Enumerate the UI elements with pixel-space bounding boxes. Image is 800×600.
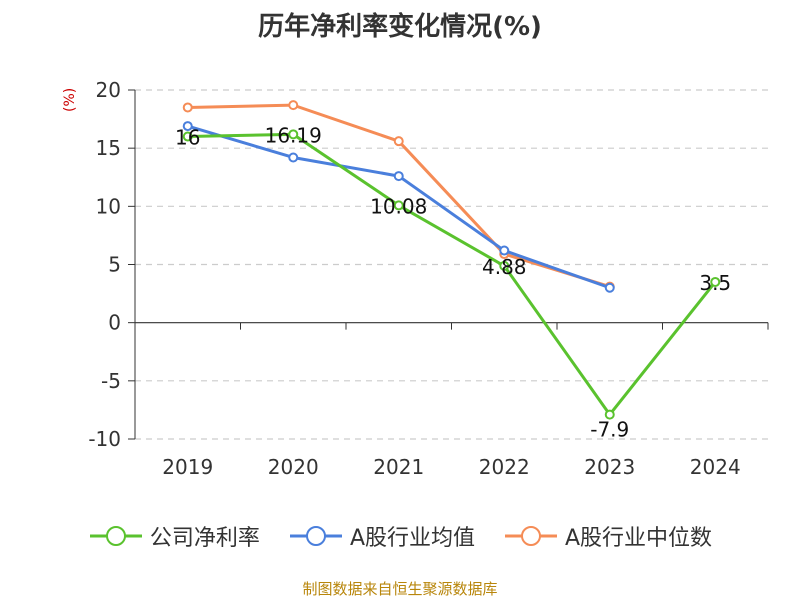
- y-tick-label: 15: [96, 136, 121, 160]
- data-label: -7.9: [590, 418, 629, 442]
- y-tick-label: 5: [108, 253, 121, 277]
- y-tick-label: 0: [108, 311, 121, 335]
- y-tick-label: 20: [96, 78, 121, 102]
- data-label: 3.5: [699, 271, 731, 295]
- data-point: [499, 260, 510, 271]
- data-point: [288, 100, 299, 111]
- data-source-note: 制图数据来自恒生聚源数据库: [302, 580, 498, 598]
- data-label: 4.88: [482, 255, 527, 279]
- data-label: 16.19: [265, 123, 322, 147]
- x-tick-label: 2021: [373, 455, 424, 479]
- line-chart: 20 15 10 5 0 -5 -10 2019 2020 2021 2022 2023 2024 16 1…: [88, 78, 769, 479]
- data-point: [393, 200, 404, 211]
- data-point: [393, 136, 404, 147]
- legend-label: A股行业中位数: [565, 526, 713, 551]
- data-point: [604, 409, 615, 420]
- chart-title: 历年净利率变化情况(%): [258, 12, 542, 42]
- data-point: [499, 245, 510, 256]
- x-tick-label: 2023: [584, 455, 635, 479]
- x-tick-label: 2020: [268, 455, 319, 479]
- series-line: [187, 132, 717, 417]
- x-tick-label: 2022: [479, 455, 530, 479]
- x-tick-label: 2019: [162, 455, 213, 479]
- x-tick-label: 2024: [690, 455, 741, 479]
- y-tick-label: -10: [88, 427, 121, 451]
- legend-label: 公司净利率: [149, 526, 260, 551]
- data-point: [288, 152, 299, 163]
- data-point: [393, 171, 404, 182]
- legend-item-industry-mean[interactable]: A股行业均值: [288, 520, 475, 552]
- data-point: [182, 121, 193, 132]
- legend: 公司净利率 A股行业均值 A股行业中位数: [0, 520, 800, 552]
- y-tick-label: -5: [101, 369, 121, 393]
- legend-line-marker-icon: [505, 526, 557, 546]
- data-point: [288, 129, 299, 140]
- data-label: 16: [175, 126, 200, 150]
- legend-item-company[interactable]: 公司净利率: [88, 520, 260, 552]
- legend-line-marker-icon: [89, 526, 142, 546]
- y-tick-label: 10: [96, 194, 121, 218]
- legend-item-industry-median[interactable]: A股行业中位数: [503, 520, 712, 552]
- legend-label: A股行业均值: [349, 526, 475, 551]
- data-point: [182, 102, 193, 113]
- data-point: [710, 276, 721, 287]
- legend-line-marker-icon: [289, 526, 342, 546]
- data-point: [604, 282, 615, 293]
- data-label: 10.08: [370, 194, 427, 218]
- data-point: [182, 131, 193, 142]
